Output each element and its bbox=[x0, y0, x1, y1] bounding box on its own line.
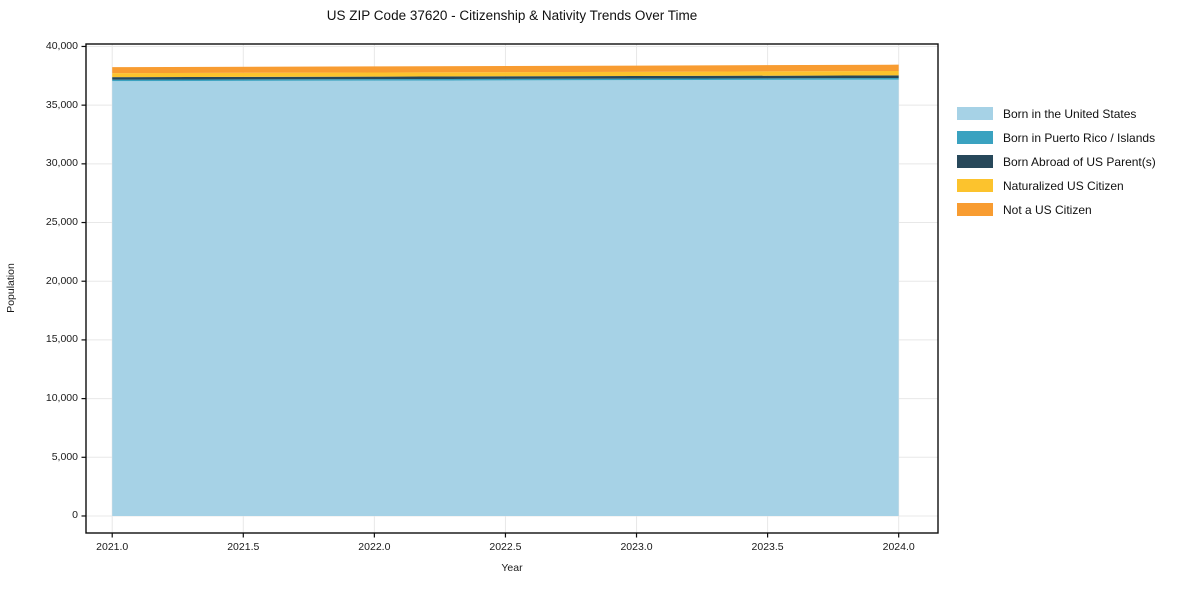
legend: Born in the United States Born in Puerto… bbox=[957, 107, 1156, 227]
y-tick-label: 35,000 bbox=[45, 98, 78, 111]
legend-item: Not a US Citizen bbox=[957, 202, 1156, 217]
legend-swatch bbox=[957, 107, 993, 120]
x-tick-label: 2021.5 bbox=[227, 541, 260, 553]
area-series-3 bbox=[112, 71, 899, 78]
x-tick-label: 2021.0 bbox=[96, 541, 129, 553]
y-tick-label: 20,000 bbox=[45, 274, 78, 287]
legend-label: Not a US Citizen bbox=[1003, 202, 1092, 217]
y-tick-label: 5,000 bbox=[51, 450, 78, 463]
y-tick-label: 0 bbox=[72, 509, 78, 522]
legend-swatch bbox=[957, 131, 993, 144]
legend-label: Born in Puerto Rico / Islands bbox=[1003, 130, 1156, 145]
y-tick-label: 30,000 bbox=[45, 157, 78, 170]
legend-swatch bbox=[957, 203, 993, 216]
x-tick-label: 2024.0 bbox=[882, 541, 915, 553]
area-series-4 bbox=[112, 64, 899, 74]
area-series-0 bbox=[112, 79, 899, 516]
x-tick-label: 2022.5 bbox=[489, 541, 522, 553]
legend-item: Born in the United States bbox=[957, 106, 1156, 121]
legend-item: Naturalized US Citizen bbox=[957, 178, 1156, 193]
y-tick-label: 10,000 bbox=[45, 392, 78, 405]
y-tick-label: 25,000 bbox=[45, 216, 78, 229]
chart-title: US ZIP Code 37620 - Citizenship & Nativi… bbox=[326, 8, 698, 23]
legend-item: Born in Puerto Rico / Islands bbox=[957, 130, 1156, 145]
x-tick-label: 2023.0 bbox=[620, 541, 653, 553]
legend-label: Born Abroad of US Parent(s) bbox=[1003, 154, 1156, 169]
legend-swatch bbox=[957, 155, 993, 168]
legend-label: Naturalized US Citizen bbox=[1003, 178, 1124, 193]
plot-border bbox=[85, 43, 939, 534]
legend-item: Born Abroad of US Parent(s) bbox=[957, 154, 1156, 169]
area-series-2 bbox=[112, 75, 899, 80]
legend-label: Born in the United States bbox=[1003, 106, 1137, 121]
x-tick-label: 2022.0 bbox=[358, 541, 391, 553]
x-axis-label: Year bbox=[501, 562, 523, 574]
y-tick-label: 40,000 bbox=[45, 39, 78, 52]
y-axis-label: Population bbox=[5, 263, 17, 313]
area-series-1 bbox=[112, 77, 899, 82]
x-tick-label: 2023.5 bbox=[751, 541, 784, 553]
y-tick-label: 15,000 bbox=[45, 333, 78, 346]
legend-swatch bbox=[957, 179, 993, 192]
